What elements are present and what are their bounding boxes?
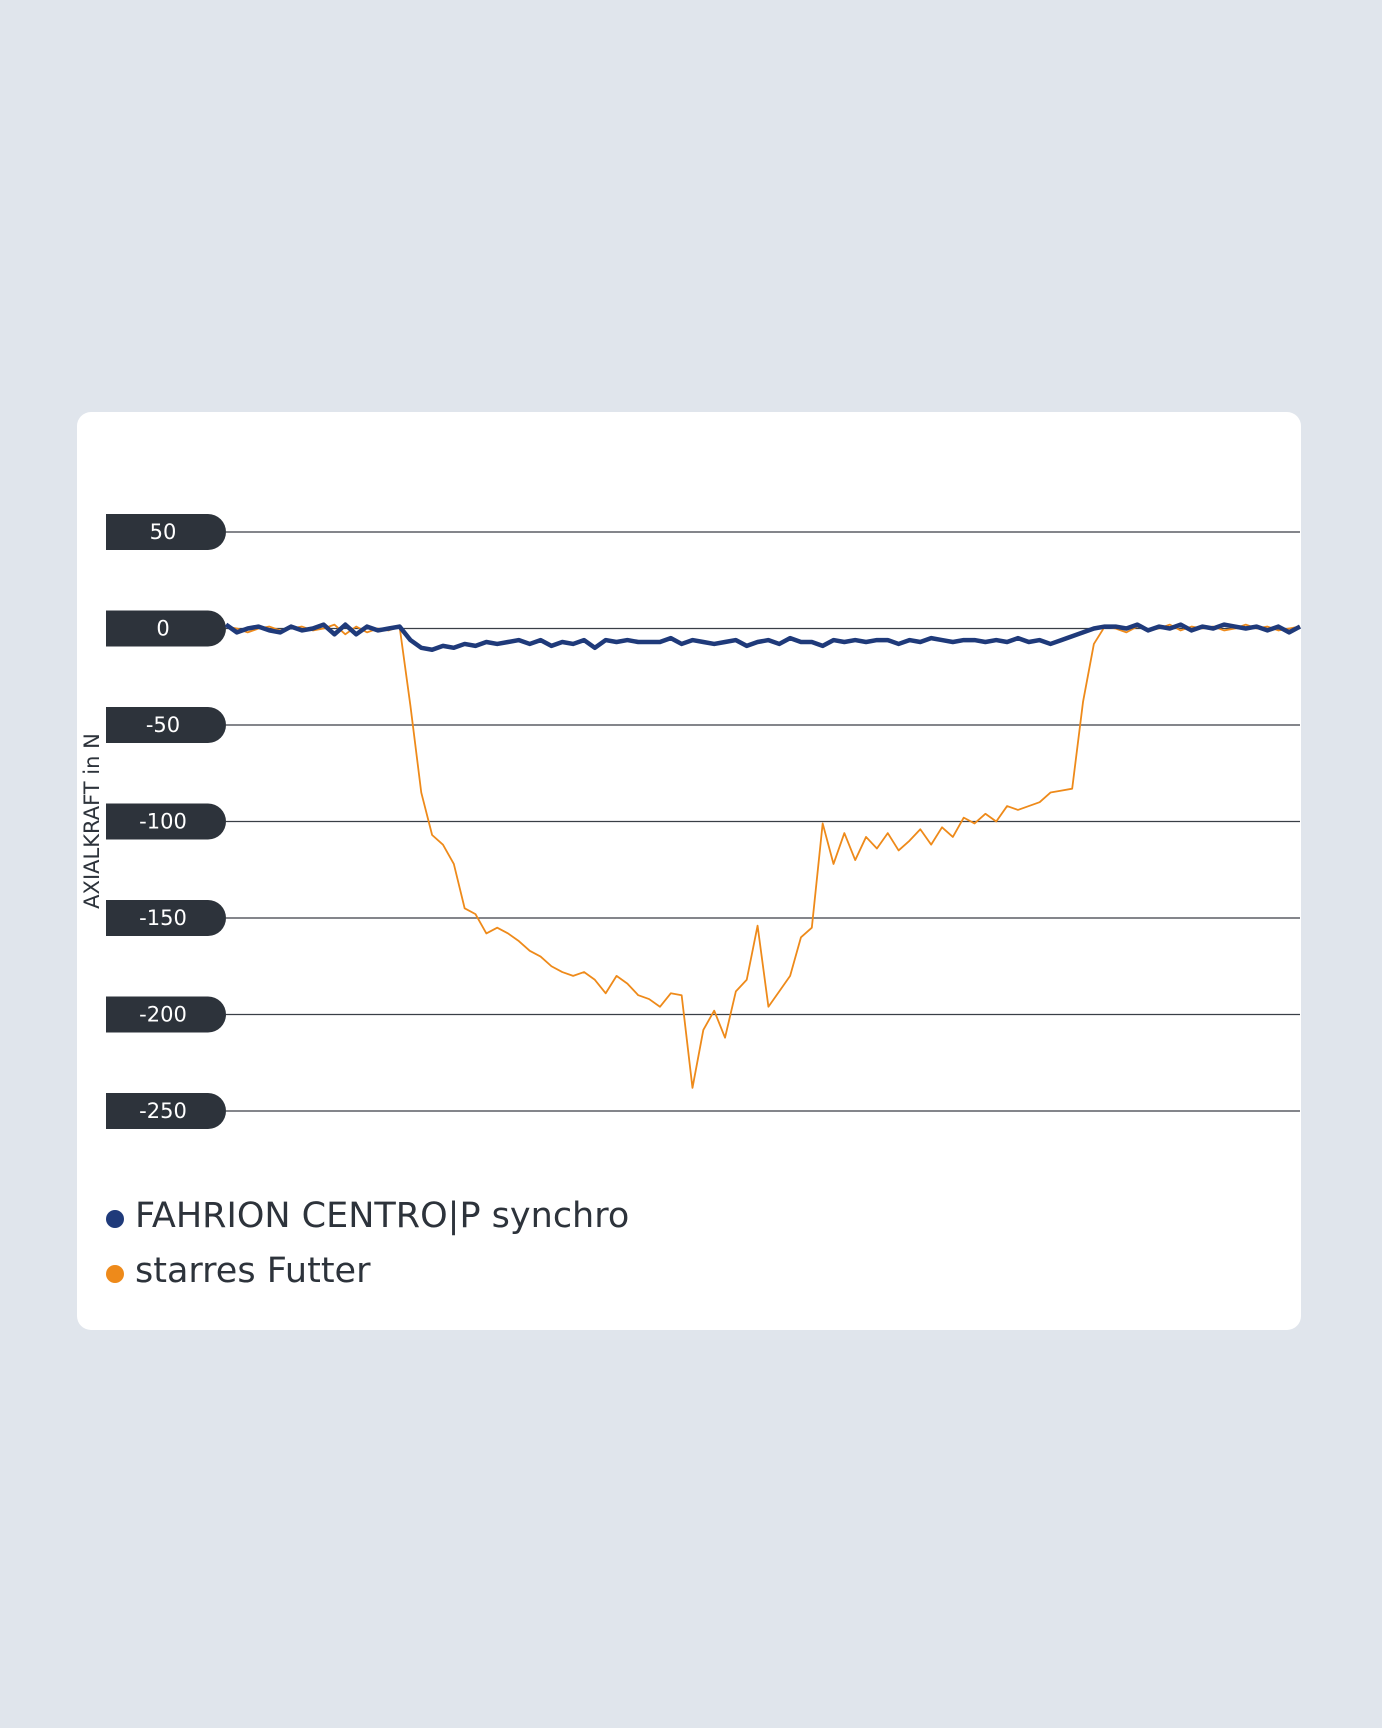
y-tick-pill bbox=[106, 707, 226, 743]
y-tick-pill-left bbox=[106, 1093, 126, 1129]
y-tick-pill-left bbox=[106, 707, 126, 743]
y-tick-label: -50 bbox=[146, 713, 180, 737]
y-tick-label: -250 bbox=[139, 1099, 187, 1123]
y-tick-pill-left bbox=[106, 996, 126, 1033]
y-tick-label: -100 bbox=[139, 810, 187, 834]
y-tick-pill bbox=[106, 803, 226, 840]
y-tick-pill-left bbox=[106, 803, 126, 840]
y-tick-pill-left bbox=[106, 900, 126, 936]
y-tick-pill bbox=[106, 610, 226, 647]
y-tick-pill bbox=[106, 900, 226, 936]
y-tick-pill-left bbox=[106, 610, 126, 647]
y-tick-pill-left bbox=[106, 514, 126, 550]
y-tick-label: -150 bbox=[139, 906, 187, 930]
y-tick-pill bbox=[106, 514, 226, 550]
card bbox=[77, 412, 1301, 1330]
y-tick-pill bbox=[106, 996, 226, 1033]
legend-dot bbox=[106, 1265, 124, 1283]
legend-label: FAHRION CENTRO|P synchro bbox=[135, 1196, 629, 1236]
y-tick-label: 0 bbox=[156, 617, 169, 641]
legend-label: starres Futter bbox=[135, 1251, 371, 1291]
y-tick-pill bbox=[106, 1093, 226, 1129]
y-axis-label: AXIALKRAFT in N bbox=[80, 733, 104, 909]
series-line bbox=[225, 623, 1301, 1089]
legend-dot bbox=[106, 1210, 124, 1228]
y-tick-label: -200 bbox=[139, 1003, 187, 1027]
y-tick-label: 50 bbox=[150, 520, 177, 544]
series-line bbox=[224, 622, 1302, 652]
